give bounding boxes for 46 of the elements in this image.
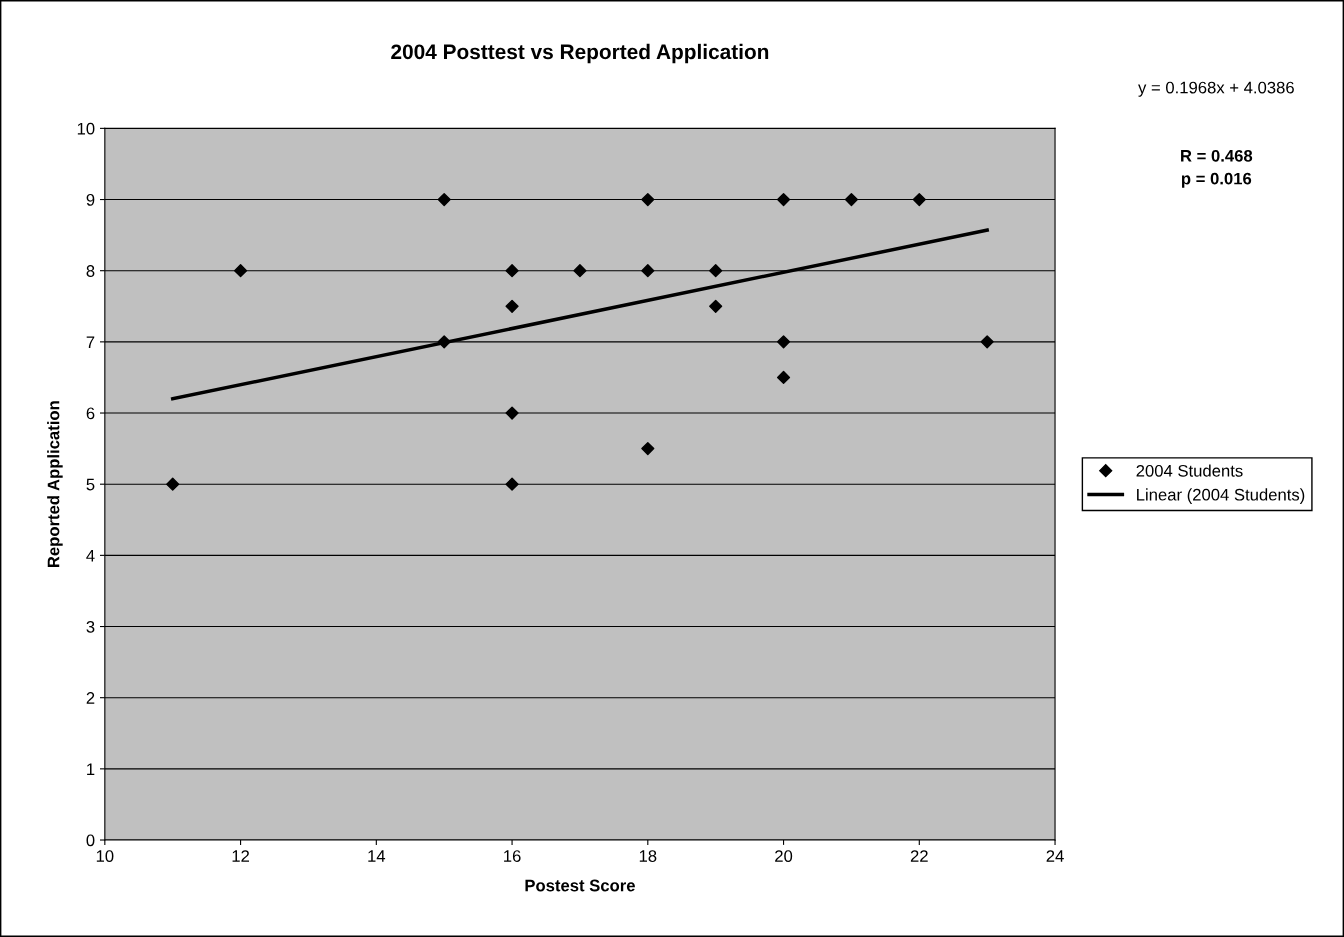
y-tick-label: 0: [86, 834, 95, 847]
y-axis-title: Reported Application: [47, 401, 63, 568]
y-tick-label: 4: [86, 549, 95, 562]
x-tick-label: 16: [504, 850, 521, 862]
x-axis-title: Postest Score: [525, 879, 635, 892]
point: [844, 192, 859, 207]
point: [776, 370, 791, 385]
y-tick-label: 3: [86, 620, 95, 633]
x-tick-label: 20: [775, 850, 793, 862]
x-tick-label: 10: [96, 850, 114, 862]
x-tick-label: 12: [232, 850, 250, 862]
point: [912, 192, 926, 207]
y-tick-label: 2: [86, 692, 95, 704]
point: [776, 192, 791, 207]
y-tick-label: 5: [86, 478, 95, 491]
point: [641, 442, 655, 456]
point: [437, 335, 451, 349]
point: [505, 406, 519, 420]
y-tick-label: 9: [86, 193, 95, 206]
point: [166, 477, 180, 491]
point: [505, 299, 519, 313]
legend-label: Linear (2004 Students): [1137, 488, 1305, 504]
x-tick-label: 24: [1046, 850, 1064, 862]
point: [709, 299, 723, 313]
y-tick-label: 7: [86, 336, 95, 348]
chart-title: 2004 Posttest vs Reported Application: [391, 43, 769, 64]
y-tick-label: 8: [86, 265, 95, 277]
point: [709, 264, 723, 278]
y-tick-label: 1: [87, 763, 95, 775]
point: [641, 264, 655, 278]
point: [233, 264, 248, 278]
x-tick-label: 22: [910, 850, 928, 862]
point: [505, 264, 519, 278]
x-tick-label: 14: [368, 850, 386, 862]
x-tick-label: 18: [639, 850, 657, 862]
point: [573, 264, 587, 278]
legend-label: 2004 Students: [1136, 464, 1243, 477]
y-tick-label: 6: [86, 407, 95, 420]
point: [776, 335, 791, 349]
text: y = 0.1968x + 4.0386: [1138, 81, 1294, 97]
text: R = 0.468 p = 0.016: [1181, 149, 1253, 188]
point: [641, 192, 655, 207]
y-tick-label: 10: [77, 122, 95, 135]
point: [437, 192, 451, 207]
point: [980, 335, 994, 349]
point: [505, 477, 519, 491]
